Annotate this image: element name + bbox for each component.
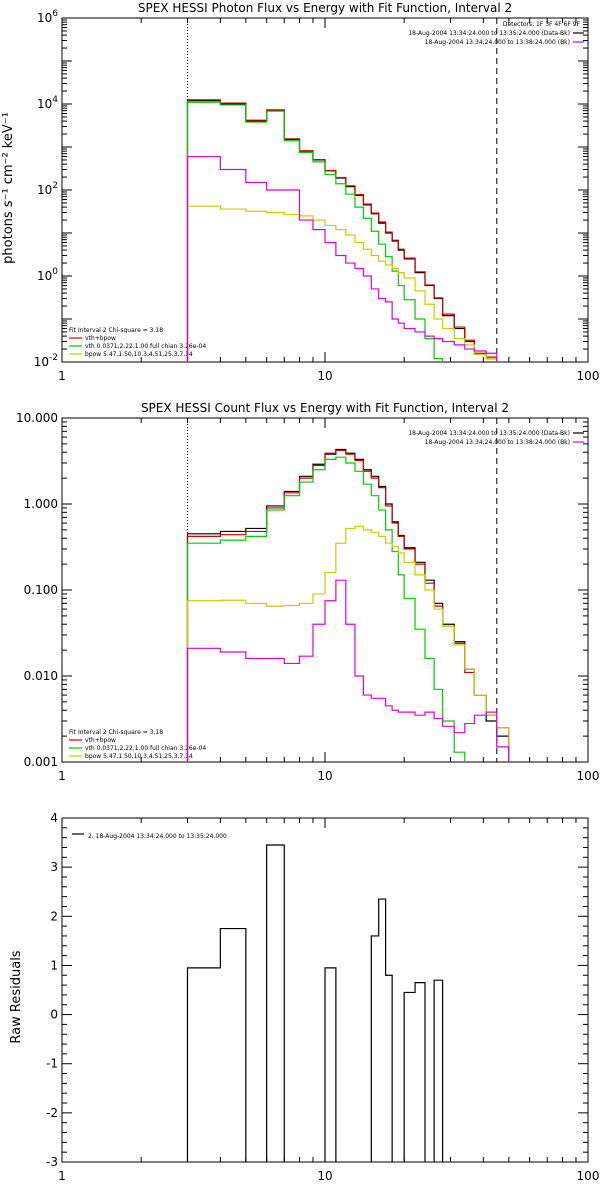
- legend-text-bpow: bpow 5.47,1.50,10.3,4.51,25.3,7.34: [85, 351, 193, 358]
- series-line-fit_total: [186, 449, 510, 762]
- chart-title: SPEX HESSI Photon Flux vs Energy with Fi…: [138, 1, 512, 15]
- x-tick-label: 10: [317, 769, 332, 783]
- x-tick-label: 1: [58, 369, 66, 383]
- y-axis-label: photons s⁻¹ cm⁻² keV⁻¹: [1, 112, 16, 264]
- x-tick-label: 100: [577, 769, 600, 783]
- y-tick-label: -3: [46, 1155, 58, 1169]
- x-tick-label: 10: [317, 1169, 332, 1183]
- legend-text-data: 18-Aug-2004 13:34:24.000 to 13:35:24.000…: [408, 430, 570, 437]
- legend-text-detectors: Detectors: 1F 3F 4F 6F 9F: [503, 21, 581, 28]
- legend-text-vth: vth 0.0371,2.22,1.00 full chian 3.26e-04: [85, 745, 206, 752]
- y-tick-label: 104: [37, 95, 58, 111]
- legend-text-bk: 18-Aug-2004 13:34:24.000 to 13:38:24.000…: [425, 39, 570, 46]
- series-line-fit_total: [186, 99, 498, 362]
- plot-frame: [61, 17, 589, 363]
- photon-flux-panel: SPEX HESSI Photon Flux vs Energy with Fi…: [1, 1, 599, 383]
- series-line-background: [186, 579, 510, 762]
- y-tick-label: 10-2: [34, 353, 58, 369]
- y-tick-label: -2: [46, 1106, 58, 1120]
- y-tick-label: 0.100: [24, 583, 58, 597]
- y-tick-label: 1: [50, 958, 58, 972]
- y-tick-label: 4: [50, 811, 58, 825]
- series-line-total: [186, 844, 444, 1162]
- y-tick-label: -1: [46, 1057, 58, 1071]
- count-flux-panel: SPEX HESSI Count Flux vs Energy with Fit…: [16, 401, 599, 783]
- residuals-panel: 2. 18-Aug-2004 13:34:24.000 to 13:35:24.…: [9, 811, 599, 1183]
- y-axis-label: Raw Residuals: [9, 950, 24, 1043]
- y-tick-label: 106: [37, 9, 58, 25]
- y-tick-label: 2: [50, 909, 58, 923]
- y-tick-label: 0: [50, 1008, 58, 1022]
- x-tick-label: 100: [577, 369, 600, 383]
- y-tick-label: 100: [37, 267, 58, 283]
- y-tick-label: 1.000: [24, 497, 58, 511]
- y-tick-label: 10.000: [16, 411, 58, 425]
- legend-bottom: Fit Interval 2 Chi-square = 3.18 vth+bpo…: [69, 729, 206, 760]
- x-tick-label: 1: [58, 1169, 66, 1183]
- legend-text-data: 18-Aug-2004 13:34:24.000 to 13:35:24.000…: [408, 30, 570, 37]
- legend-text-fit: Fit Interval 2 Chi-square = 3.18: [69, 729, 163, 736]
- legend-text-interval: 2. 18-Aug-2004 13:34:24.000 to 13:35:24.…: [88, 833, 227, 840]
- legend-top: 18-Aug-2004 13:34:24.000 to 13:35:24.000…: [408, 430, 570, 446]
- y-tick-label: 102: [37, 181, 58, 197]
- chart-title: SPEX HESSI Count Flux vs Energy with Fit…: [141, 401, 509, 415]
- series-line-bpow: [186, 205, 498, 362]
- series-line-total: [186, 99, 498, 362]
- y-tick-label: 0.001: [24, 755, 58, 769]
- y-tick-label: 3: [50, 860, 58, 874]
- legend-text-bk: 18-Aug-2004 13:34:24.000 to 13:38:24.000…: [425, 439, 570, 446]
- series-line-background: [186, 155, 498, 362]
- legend-text-vth-bpow: vth+bpow: [85, 737, 116, 744]
- legend-text-bpow: bpow 5.47,1.50,10.3,4.51,25.3,7.34: [85, 753, 193, 760]
- series-line-total: [186, 448, 510, 762]
- x-tick-label: 100: [577, 1169, 600, 1183]
- x-tick-label: 10: [317, 369, 332, 383]
- legend-text-fit: Fit Interval 2 Chi-square = 3.18: [69, 327, 163, 334]
- series-line-bpow: [186, 525, 510, 762]
- legend-top: 2. 18-Aug-2004 13:34:24.000 to 13:35:24.…: [88, 833, 227, 840]
- legend-text-vth-bpow: vth+bpow: [85, 335, 116, 342]
- legend-top: Detectors: 1F 3F 4F 6F 9F 18-Aug-2004 13…: [408, 21, 580, 46]
- legend-text-vth: vth 0.0371,2.22,1.00 full chian 3.26e-04: [85, 343, 206, 350]
- x-tick-label: 1: [58, 769, 66, 783]
- y-tick-label: 0.010: [24, 669, 58, 683]
- series-line-vth: [186, 101, 444, 362]
- series-line-vth: [186, 456, 466, 762]
- legend-bottom: Fit Interval 2 Chi-square = 3.18 vth+bpo…: [69, 327, 206, 358]
